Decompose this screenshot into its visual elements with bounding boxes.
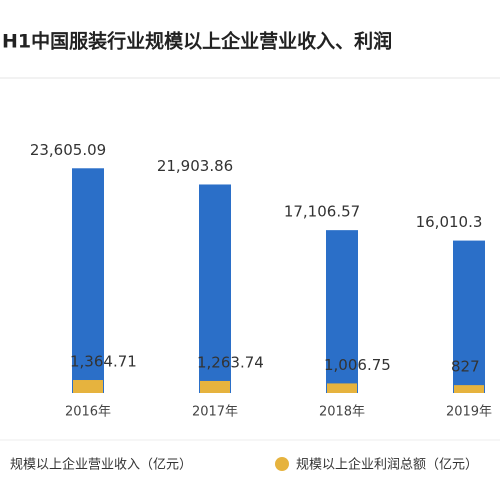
bar [73,380,103,393]
value-label: 1,263.74 [197,353,264,371]
legend-label: 规模以上企业利润总额（亿元） [296,457,478,473]
x-tick-label: 2019年 [446,405,492,420]
x-tick-label: 2018年 [319,405,365,420]
bar [72,168,104,393]
bar [453,240,485,393]
value-label: 23,605.09 [30,141,106,159]
chart-title: H1中国服装行业规模以上企业营业收入、利润 [2,30,392,53]
value-label: 827 [451,358,480,376]
value-label: 17,106.57 [284,203,360,221]
value-label: 16,010.3 [416,213,483,231]
bar [454,385,484,393]
value-label: 21,903.86 [157,157,233,175]
legend-swatch [275,457,289,471]
legend-label: 规模以上企业营业收入（亿元） [10,457,192,473]
bar [199,184,231,393]
value-label: 1,006.75 [324,356,391,374]
x-tick-label: 2016年 [65,405,111,420]
bar [327,383,357,393]
x-tick-label: 2017年 [192,405,238,420]
value-label: 1,364.71 [70,353,137,371]
bar [200,380,230,393]
bar [326,230,358,393]
